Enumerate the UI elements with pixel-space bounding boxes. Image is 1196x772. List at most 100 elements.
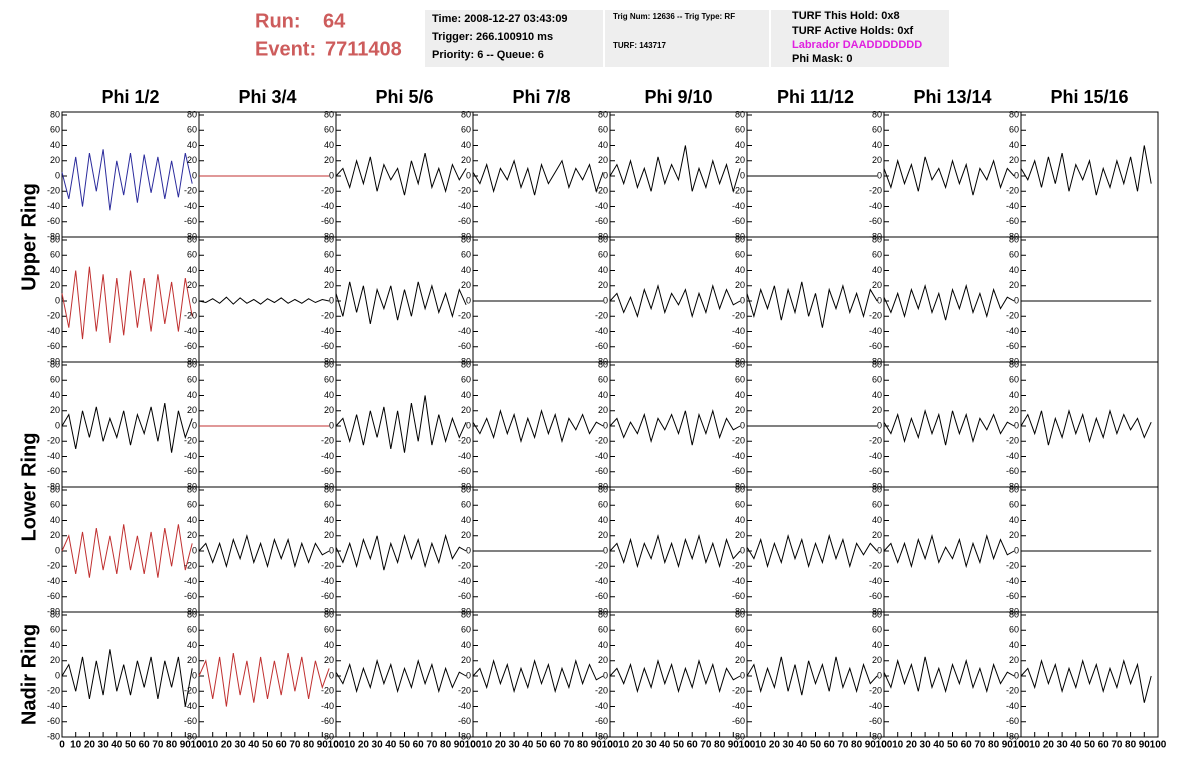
y-tick-label: 20 [872, 280, 882, 290]
y-tick-label: 0 [877, 295, 882, 305]
y-tick-label: 80 [324, 609, 334, 619]
x-tick-label: 30 [372, 740, 384, 751]
y-tick-label: 20 [324, 405, 334, 415]
x-tick-label: 70 [152, 740, 164, 751]
y-tick-label: -40 [321, 576, 334, 586]
y-tick-label: -20 [184, 436, 197, 446]
waveform [61, 524, 193, 578]
y-tick-label: -40 [47, 451, 60, 461]
y-tick-label: 40 [872, 140, 882, 150]
panel-frame [883, 361, 1022, 488]
y-tick-label: -20 [458, 186, 471, 196]
y-tick-label: 40 [872, 390, 882, 400]
waveform [61, 649, 193, 707]
x-tick-label: 0 [881, 740, 887, 751]
column-title: Phi 13/14 [913, 87, 991, 107]
y-tick-label: -60 [321, 466, 334, 476]
y-tick-label: 20 [1009, 155, 1019, 165]
y-tick-label: -60 [1006, 341, 1019, 351]
y-tick-label: 20 [735, 655, 745, 665]
y-tick-label: 80 [50, 109, 60, 119]
waveform [61, 266, 193, 343]
x-tick-label: 0 [333, 740, 339, 751]
y-tick-label: 20 [461, 530, 471, 540]
y-tick-label: -40 [1006, 326, 1019, 336]
x-tick-label: 80 [988, 740, 1000, 751]
column-title: Phi 3/4 [238, 87, 296, 107]
waveform [1020, 408, 1152, 446]
y-tick-label: -60 [458, 341, 471, 351]
y-tick-label: -20 [1006, 311, 1019, 321]
y-tick-label: 60 [1009, 125, 1019, 135]
y-tick-label: -20 [732, 436, 745, 446]
y-tick-label: 60 [187, 125, 197, 135]
y-tick-label: 20 [872, 530, 882, 540]
info-text: Time: 2008-12-27 03:43:09 [432, 13, 568, 25]
y-tick-label: 80 [872, 609, 882, 619]
y-tick-label: 80 [187, 359, 197, 369]
y-tick-label: 80 [872, 484, 882, 494]
y-tick-label: 0 [740, 545, 745, 555]
panel-frame [335, 361, 474, 488]
y-tick-label: -40 [321, 451, 334, 461]
y-tick-label: 20 [187, 655, 197, 665]
panel-frame [61, 361, 200, 488]
y-tick-label: -40 [869, 701, 882, 711]
y-tick-label: 0 [329, 420, 334, 430]
y-tick-label: 0 [55, 545, 60, 555]
column-title: Phi 5/6 [375, 87, 433, 107]
x-tick-label: 90 [728, 740, 740, 751]
y-tick-label: 80 [1009, 359, 1019, 369]
x-tick-label: 100 [191, 740, 208, 751]
y-tick-label: -80 [595, 731, 608, 741]
y-tick-label: -60 [869, 466, 882, 476]
waveform [609, 283, 741, 319]
y-tick-label: -40 [321, 201, 334, 211]
y-tick-label: -40 [184, 451, 197, 461]
y-tick-label: 60 [461, 125, 471, 135]
y-tick-label: -60 [184, 466, 197, 476]
y-tick-label: -60 [595, 216, 608, 226]
y-tick-label: 0 [466, 420, 471, 430]
x-tick-label: 70 [289, 740, 301, 751]
y-tick-label: -80 [458, 731, 471, 741]
waveform [883, 408, 1015, 446]
y-tick-label: 20 [872, 655, 882, 665]
y-tick-label: -20 [869, 186, 882, 196]
y-tick-label: 40 [324, 265, 334, 275]
y-tick-label: -60 [595, 716, 608, 726]
y-tick-label: -20 [732, 686, 745, 696]
y-tick-label: -20 [321, 186, 334, 196]
y-tick-label: -60 [458, 716, 471, 726]
y-tick-label: -40 [47, 576, 60, 586]
y-tick-label: -80 [1006, 731, 1019, 741]
x-tick-label: 30 [783, 740, 795, 751]
info-text: TURF: 143717 [613, 41, 666, 50]
y-tick-label: 60 [187, 500, 197, 510]
y-tick-label: 80 [1009, 234, 1019, 244]
y-tick-label: 40 [187, 140, 197, 150]
column-title: Phi 1/2 [101, 87, 159, 107]
info-text: TURF Active Holds: 0xf [792, 25, 914, 37]
y-tick-label: 40 [598, 140, 608, 150]
run-number: 64 [323, 10, 346, 32]
panel-frame [472, 236, 611, 363]
y-tick-label: -40 [595, 326, 608, 336]
y-tick-label: -20 [47, 561, 60, 571]
y-tick-label: -80 [321, 731, 334, 741]
y-tick-label: 40 [324, 140, 334, 150]
y-tick-label: -40 [732, 451, 745, 461]
y-tick-label: 40 [50, 640, 60, 650]
panel-frame [883, 236, 1022, 363]
y-tick-label: -20 [458, 686, 471, 696]
y-tick-label: -80 [47, 731, 60, 741]
y-tick-label: 60 [187, 375, 197, 385]
waveform [335, 152, 467, 196]
y-tick-label: -80 [869, 481, 882, 491]
y-tick-label: 20 [598, 530, 608, 540]
y-tick-label: 80 [461, 484, 471, 494]
y-tick-label: -60 [732, 591, 745, 601]
y-tick-label: 80 [50, 484, 60, 494]
y-tick-label: 40 [598, 390, 608, 400]
y-tick-label: -40 [1006, 451, 1019, 461]
